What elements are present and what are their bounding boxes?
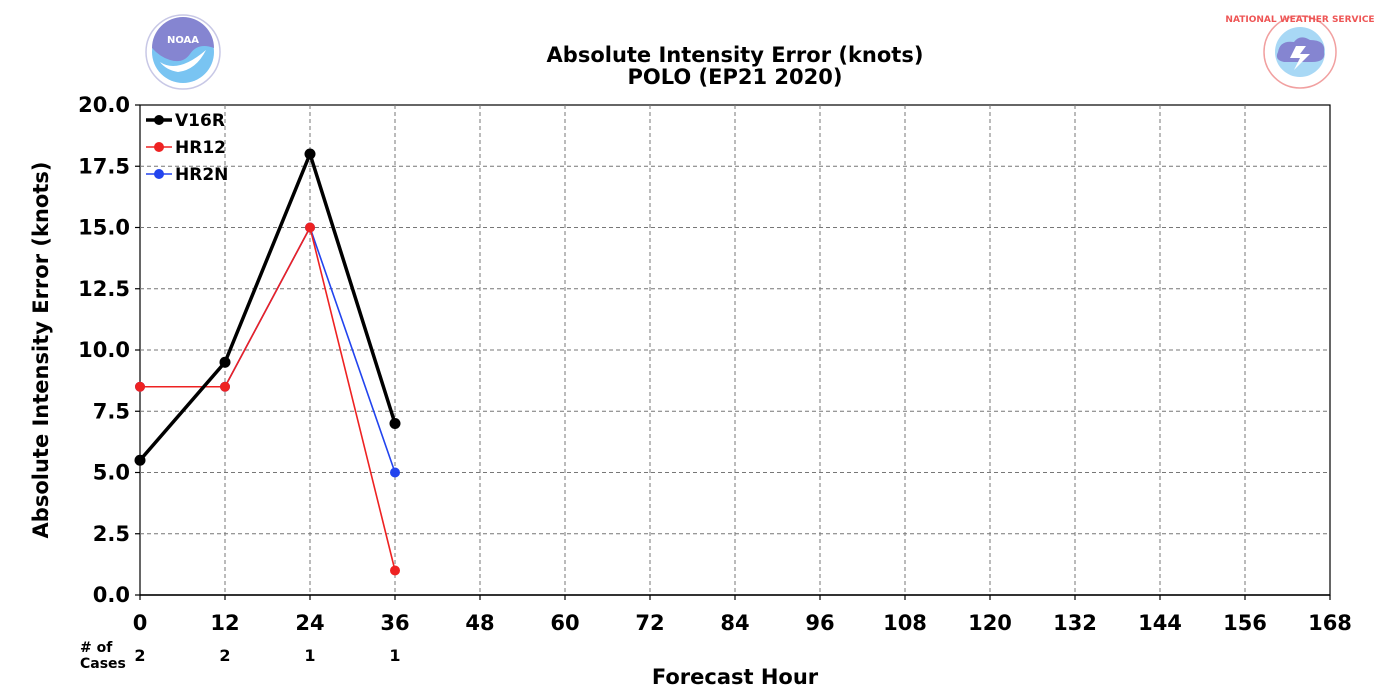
data-point-v16r (304, 148, 316, 160)
y-tick-label: 15.0 (78, 216, 130, 240)
noaa-logo-text: NOAA (167, 35, 199, 46)
x-tick-label: 96 (805, 611, 834, 635)
legend-label-v16r: V16R (175, 111, 225, 131)
y-tick-label: 12.5 (78, 277, 130, 301)
legend-marker-v16r (154, 115, 164, 125)
y-tick-label: 10.0 (78, 338, 130, 362)
y-tick-label: 7.5 (93, 399, 130, 423)
x-tick-label: 24 (295, 611, 324, 635)
legend-label-hr2n: HR2N (175, 165, 228, 185)
legend-marker-hr2n (154, 169, 164, 179)
legend: V16R HR12 HR2N (146, 111, 228, 185)
x-tick-label: 0 (133, 611, 148, 635)
x-tick-label: 108 (883, 611, 927, 635)
cases-label-line1: # of (80, 640, 113, 656)
y-tick-label: 5.0 (93, 461, 130, 485)
case-count: 2 (134, 646, 145, 665)
y-tick-label: 20.0 (78, 93, 130, 117)
y-tick-label: 2.5 (93, 522, 130, 546)
series-line-hr12 (140, 225, 396, 571)
data-point-hr12 (220, 381, 230, 392)
x-tick-label: 48 (465, 611, 494, 635)
data-point-hr2n (390, 467, 400, 478)
data-point-hr12 (390, 565, 400, 576)
cases-label-line2: Cases (80, 656, 126, 672)
x-tick-label: 84 (720, 611, 749, 635)
data-point-v16r (134, 454, 146, 466)
case-count: 2 (219, 646, 230, 665)
x-axis-ticks: 0 12 24 36 48 60 72 84 96 108 120 132 144 156 168 (133, 595, 1352, 635)
noaa-logo-icon: NOAA (145, 14, 221, 90)
nws-logo-icon: NATIONAL WEATHER SERVICE (1225, 15, 1375, 89)
data-point-v16r (219, 356, 231, 368)
y-tick-label: 0.0 (93, 583, 130, 607)
y-axis-ticks: 0.0 2.5 5.0 7.5 10.0 12.5 15.0 17.5 20.0 (78, 93, 140, 607)
x-tick-label: 72 (635, 611, 664, 635)
x-tick-label: 132 (1053, 611, 1097, 635)
grid-lines (140, 105, 1330, 595)
x-tick-label: 144 (1138, 611, 1182, 635)
data-point-v16r (389, 418, 401, 429)
x-tick-label: 156 (1223, 611, 1267, 635)
series-group (134, 148, 401, 576)
chart-title: Absolute Intensity Error (knots) (547, 43, 924, 67)
case-count: 1 (304, 646, 315, 665)
x-tick-label: 168 (1308, 611, 1352, 635)
cases-row: 2 2 1 1 (134, 646, 400, 665)
y-tick-label: 17.5 (78, 154, 130, 178)
y-axis-label: Absolute Intensity Error (knots) (29, 162, 53, 539)
x-tick-label: 12 (210, 611, 239, 635)
nws-logo-text: NATIONAL WEATHER SERVICE (1225, 15, 1374, 25)
x-tick-label: 60 (550, 611, 579, 635)
legend-label-hr12: HR12 (175, 138, 226, 158)
x-tick-label: 120 (968, 611, 1012, 635)
data-point-hr12 (305, 222, 315, 233)
x-axis-label: Forecast Hour (652, 665, 819, 689)
x-tick-label: 36 (380, 611, 409, 635)
chart-subtitle: POLO (EP21 2020) (628, 65, 843, 89)
data-point-hr12 (135, 381, 145, 392)
series-line-v16r (138, 148, 397, 462)
case-count: 1 (389, 646, 400, 665)
legend-marker-hr12 (154, 142, 164, 152)
